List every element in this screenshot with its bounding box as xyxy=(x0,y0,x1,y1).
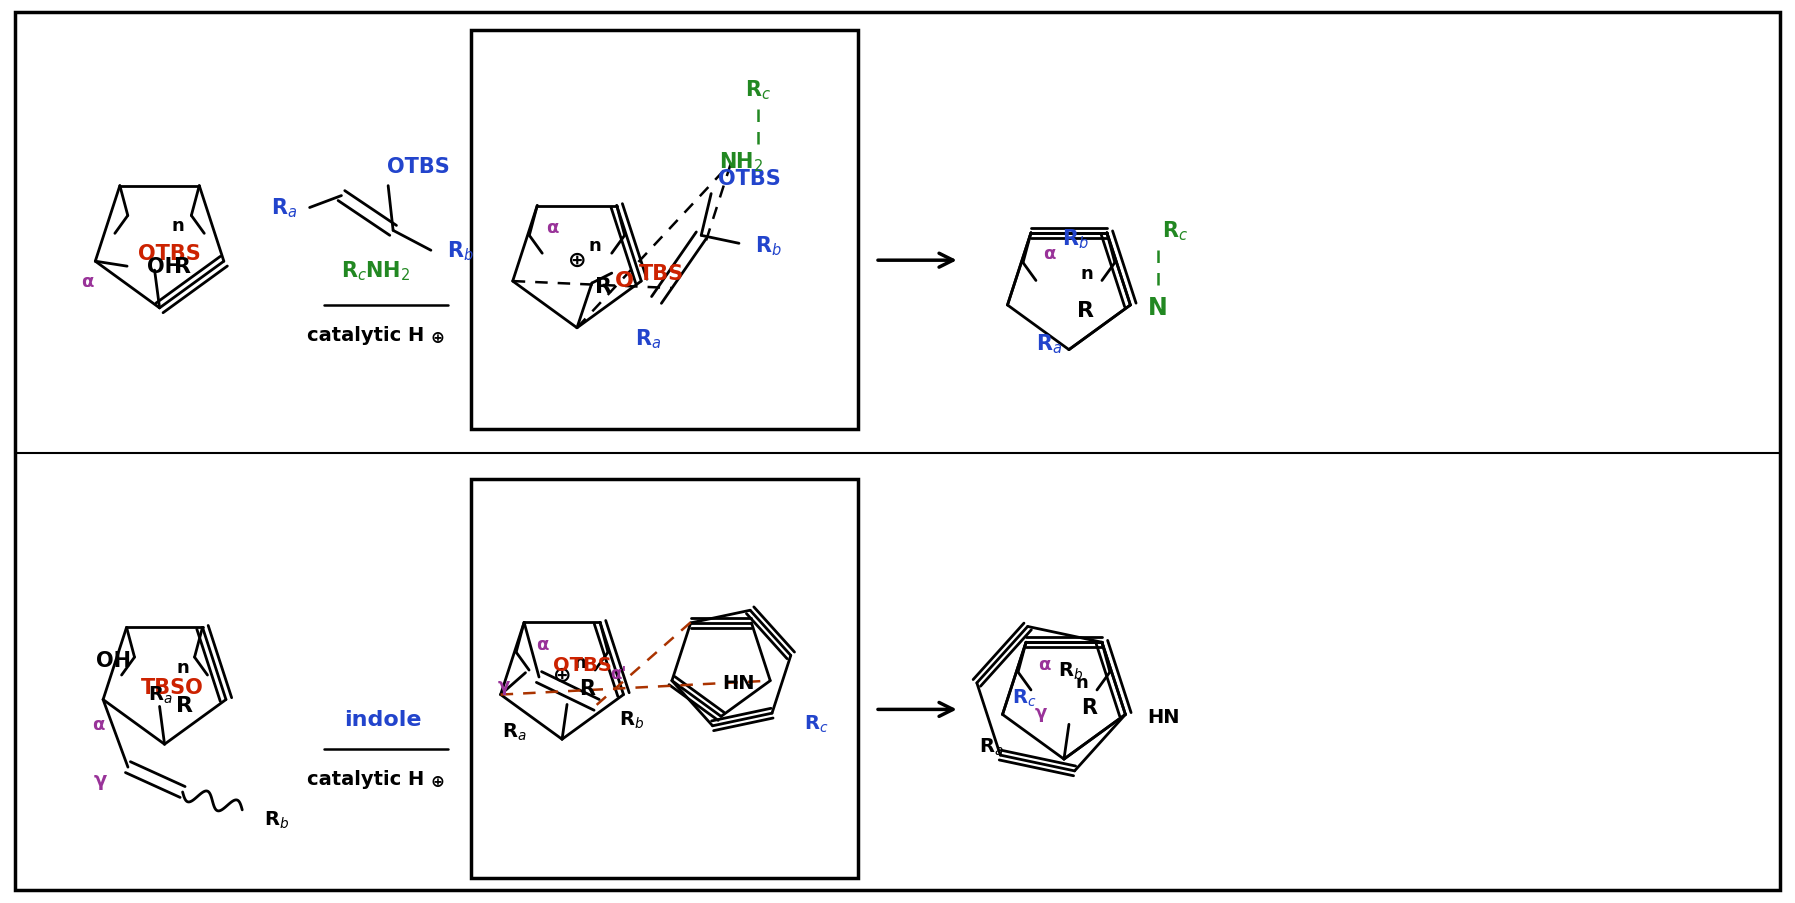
Text: ⊕: ⊕ xyxy=(553,665,571,684)
Text: R$_c$: R$_c$ xyxy=(1012,687,1038,709)
Text: HN: HN xyxy=(722,674,754,693)
Text: R: R xyxy=(176,694,192,715)
Text: OH: OH xyxy=(95,650,131,670)
Text: TBS: TBS xyxy=(639,264,684,284)
Text: HN: HN xyxy=(1147,707,1179,726)
Text: ⊕: ⊕ xyxy=(431,329,445,347)
Text: γ: γ xyxy=(93,769,106,788)
Bar xyxy=(470,31,858,430)
Text: R: R xyxy=(580,678,594,698)
Text: α: α xyxy=(1038,656,1050,674)
Text: catalytic H: catalytic H xyxy=(307,326,424,345)
Text: OH: OH xyxy=(147,256,183,277)
Text: R: R xyxy=(174,256,190,277)
Text: R$_a$: R$_a$ xyxy=(271,197,296,220)
Text: OTBS: OTBS xyxy=(553,656,612,675)
Text: R$_a$: R$_a$ xyxy=(635,327,662,350)
Text: indole: indole xyxy=(345,710,422,730)
Bar xyxy=(470,479,858,879)
Text: R$_c$: R$_c$ xyxy=(745,79,770,102)
Text: ⊕: ⊕ xyxy=(567,251,587,271)
Text: n: n xyxy=(1075,674,1088,691)
Text: ⊕: ⊕ xyxy=(431,772,445,790)
Text: OTBS: OTBS xyxy=(718,169,781,189)
Text: α: α xyxy=(546,219,558,237)
Text: OTBS: OTBS xyxy=(386,156,449,177)
Text: α': α' xyxy=(610,664,626,682)
Text: n: n xyxy=(589,237,601,255)
Text: R$_a$: R$_a$ xyxy=(503,721,526,742)
Text: R$_b$: R$_b$ xyxy=(447,239,474,263)
Text: n: n xyxy=(1081,265,1093,283)
Text: R$_b$: R$_b$ xyxy=(264,809,289,831)
Text: α: α xyxy=(1043,245,1055,263)
Text: TBSO: TBSO xyxy=(142,676,205,697)
Text: γ: γ xyxy=(1034,703,1046,721)
Text: R$_c$: R$_c$ xyxy=(804,712,829,734)
Text: α: α xyxy=(535,636,547,654)
Text: α: α xyxy=(92,715,104,733)
Text: R$_a$: R$_a$ xyxy=(978,736,1003,758)
Text: NH$_2$: NH$_2$ xyxy=(718,150,763,173)
Text: R$_b$: R$_b$ xyxy=(756,234,783,257)
Text: R: R xyxy=(594,276,612,297)
Text: N: N xyxy=(1149,295,1169,320)
Text: R$_b$: R$_b$ xyxy=(1063,227,1090,250)
Text: R$_c$NH$_2$: R$_c$NH$_2$ xyxy=(341,259,409,283)
Text: catalytic H: catalytic H xyxy=(307,769,424,788)
Text: R$_c$: R$_c$ xyxy=(1161,219,1188,243)
Text: γ: γ xyxy=(497,676,510,694)
Text: O: O xyxy=(616,271,634,291)
Text: R: R xyxy=(1077,301,1095,321)
Text: R$_a$: R$_a$ xyxy=(149,684,172,705)
Text: α: α xyxy=(81,273,93,291)
Text: n: n xyxy=(171,217,183,235)
Text: R$_b$: R$_b$ xyxy=(1057,660,1084,681)
Text: OTBS: OTBS xyxy=(138,244,201,264)
Text: R: R xyxy=(1081,698,1097,718)
Text: R$_a$: R$_a$ xyxy=(1036,331,1063,355)
Text: n: n xyxy=(574,654,587,671)
Text: R$_b$: R$_b$ xyxy=(619,710,644,731)
Text: n: n xyxy=(176,658,188,676)
